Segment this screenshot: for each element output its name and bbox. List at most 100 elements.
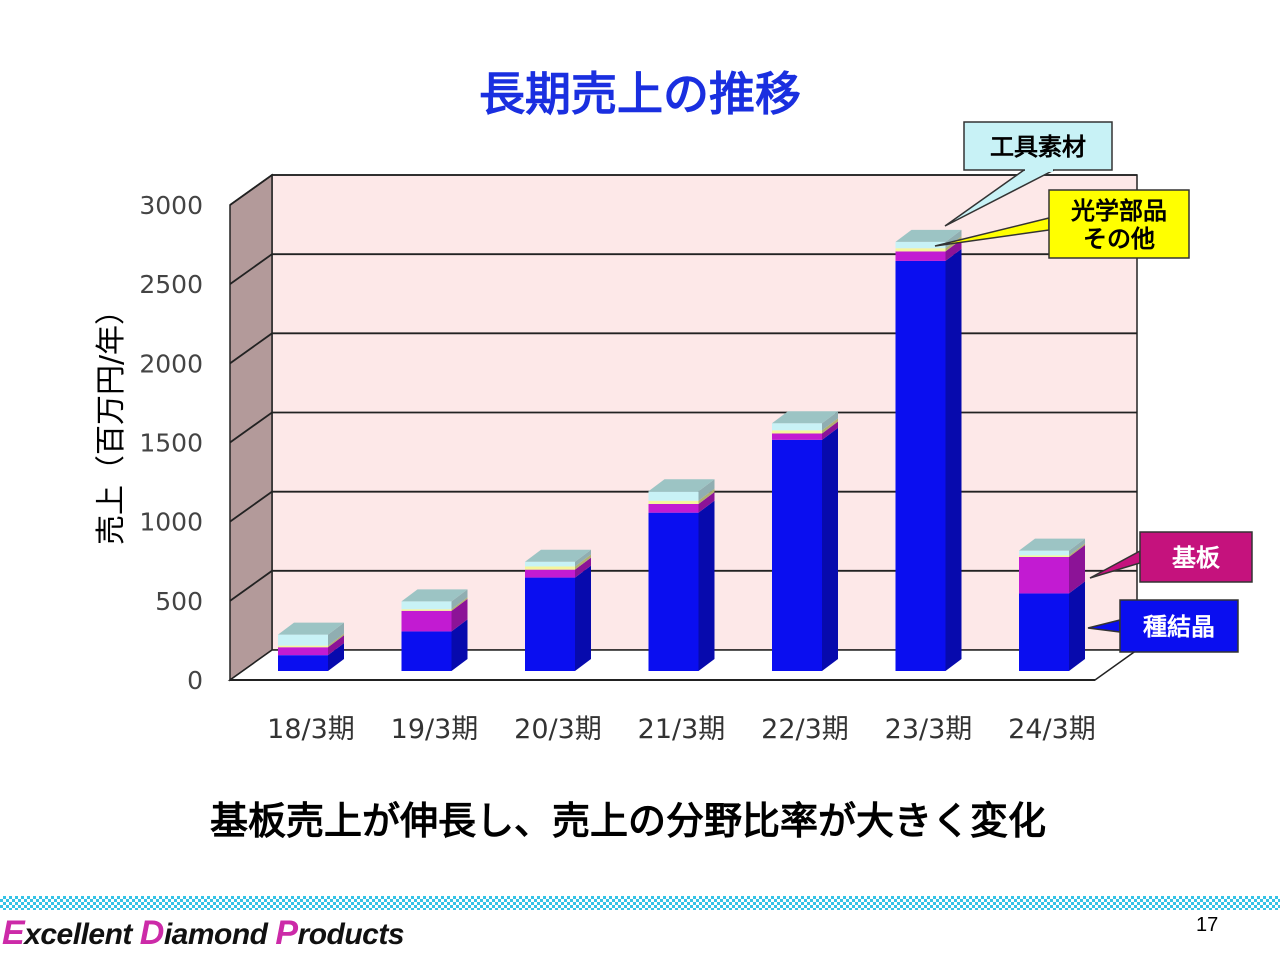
callout-label: 光学部品 [1070, 197, 1167, 225]
bar-segment [1019, 557, 1069, 594]
bar-segment-side [1069, 538, 1085, 556]
bar-stack [648, 479, 715, 671]
bar-segment [278, 645, 328, 648]
stacked-bar-chart: 0 500 1000 1500 2000 2500 3000 18/3期 19/3期 20/3期 2… [139, 121, 1253, 745]
bar-segment [895, 248, 946, 252]
callout-3: 基板 [1089, 531, 1253, 583]
bar-stack [772, 411, 838, 671]
bar-segment [525, 569, 575, 578]
callout-label: その他 [1083, 225, 1155, 253]
bar-segment [895, 241, 946, 249]
bar-segment [895, 260, 946, 671]
bar-segment [772, 439, 822, 671]
bar-segment-side [1069, 545, 1085, 594]
bar-segment [401, 601, 452, 610]
callout-box [963, 121, 1113, 171]
bar-stack [401, 589, 468, 671]
bar-segment [525, 561, 575, 567]
x-tick-label: 18/3期 [267, 714, 355, 745]
page-number: 17 [1196, 914, 1219, 936]
callout-label: 工具素材 [990, 133, 1086, 161]
brand-initial-p: P [275, 914, 298, 952]
bar-segment-side [451, 597, 468, 611]
footer-pattern-band [0, 896, 1280, 910]
bar-segment [648, 491, 699, 501]
bar-segment [648, 512, 699, 671]
bar-segment-side [1069, 543, 1085, 557]
bar-segment-side [945, 248, 962, 671]
bar-segment-side [575, 554, 591, 570]
gridline [229, 253, 1137, 285]
brand-initial-e: E [2, 914, 25, 952]
bar-segment [401, 631, 452, 671]
bar-segment-side [1069, 581, 1085, 671]
bar-segment [278, 634, 328, 646]
bar-segment-side [451, 589, 468, 610]
bar-segment [278, 647, 328, 656]
brand-word-2: iamond [163, 918, 276, 951]
bar-segment-side [822, 427, 838, 671]
bar-segment-side [698, 500, 715, 671]
bar-top [648, 479, 715, 492]
x-tick-label: 20/3期 [514, 714, 602, 745]
x-tick-label: 22/3期 [761, 714, 849, 745]
bar-segment-side [822, 418, 838, 434]
bar-segment [772, 430, 822, 434]
y-tick-label: 1500 [139, 429, 203, 458]
callout-label: 基板 [1172, 544, 1221, 572]
y-tick-label: 2500 [139, 270, 203, 299]
bar-top [895, 229, 962, 242]
bar-segment [648, 503, 699, 513]
brand-logo: Excellent Diamond Products [2, 914, 405, 953]
y-tick-label: 0 [187, 666, 203, 695]
y-tick-label: 2000 [139, 349, 203, 378]
bar-segment [401, 609, 452, 611]
bar-segment [648, 500, 699, 504]
bar-stack [895, 229, 962, 671]
brand-word-3: roducts [297, 918, 405, 951]
bar-segment-side [698, 488, 715, 504]
gridline [229, 174, 1137, 206]
x-tick-label: 19/3期 [391, 714, 479, 745]
bar-top [401, 589, 468, 602]
gridline [229, 569, 1137, 602]
bar-segment [895, 251, 946, 261]
slide-caption: 基板売上が伸長し、売上の分野比率が大きく変化 [209, 799, 1046, 843]
bar-stack [1019, 538, 1085, 671]
gridline [229, 332, 1137, 365]
slide-title: 長期売上の推移 [479, 67, 801, 121]
bar-segment [1019, 593, 1069, 671]
bar-segment-side [698, 479, 715, 501]
y-tick-label: 500 [155, 587, 203, 616]
bar-segment [525, 566, 575, 570]
y-tick-label: 1000 [139, 508, 203, 537]
callout-seam [1025, 168, 1053, 172]
bar-segment-side [575, 557, 591, 578]
callout-box [1048, 189, 1190, 259]
bar-segment [772, 423, 822, 431]
bar-segment [278, 655, 328, 671]
x-tick-label: 23/3期 [885, 714, 973, 745]
y-tick-label: 3000 [139, 191, 203, 220]
bar-segment-side [945, 239, 962, 261]
bar-top [772, 411, 838, 424]
callout-4: 種結晶 [1087, 599, 1239, 653]
bar-segment [401, 610, 452, 632]
gridline [229, 411, 1137, 444]
callout-box [1139, 531, 1253, 583]
callout-1: 工具素材 [944, 121, 1113, 227]
bar-segment-side [575, 549, 591, 567]
bar-segment-side [698, 491, 715, 513]
bar-segment-side [328, 643, 344, 671]
bar-segment-side [822, 421, 838, 440]
bar-top [1019, 538, 1085, 551]
callout-label: 種結晶 [1143, 613, 1215, 641]
bar-segment-side [822, 411, 838, 431]
bar-segment [1019, 555, 1069, 557]
bar-segment [1019, 550, 1069, 556]
bar-segment [525, 577, 575, 671]
bar-top [525, 549, 591, 562]
bar-stack [278, 622, 344, 671]
brand-initial-d: D [139, 914, 165, 952]
